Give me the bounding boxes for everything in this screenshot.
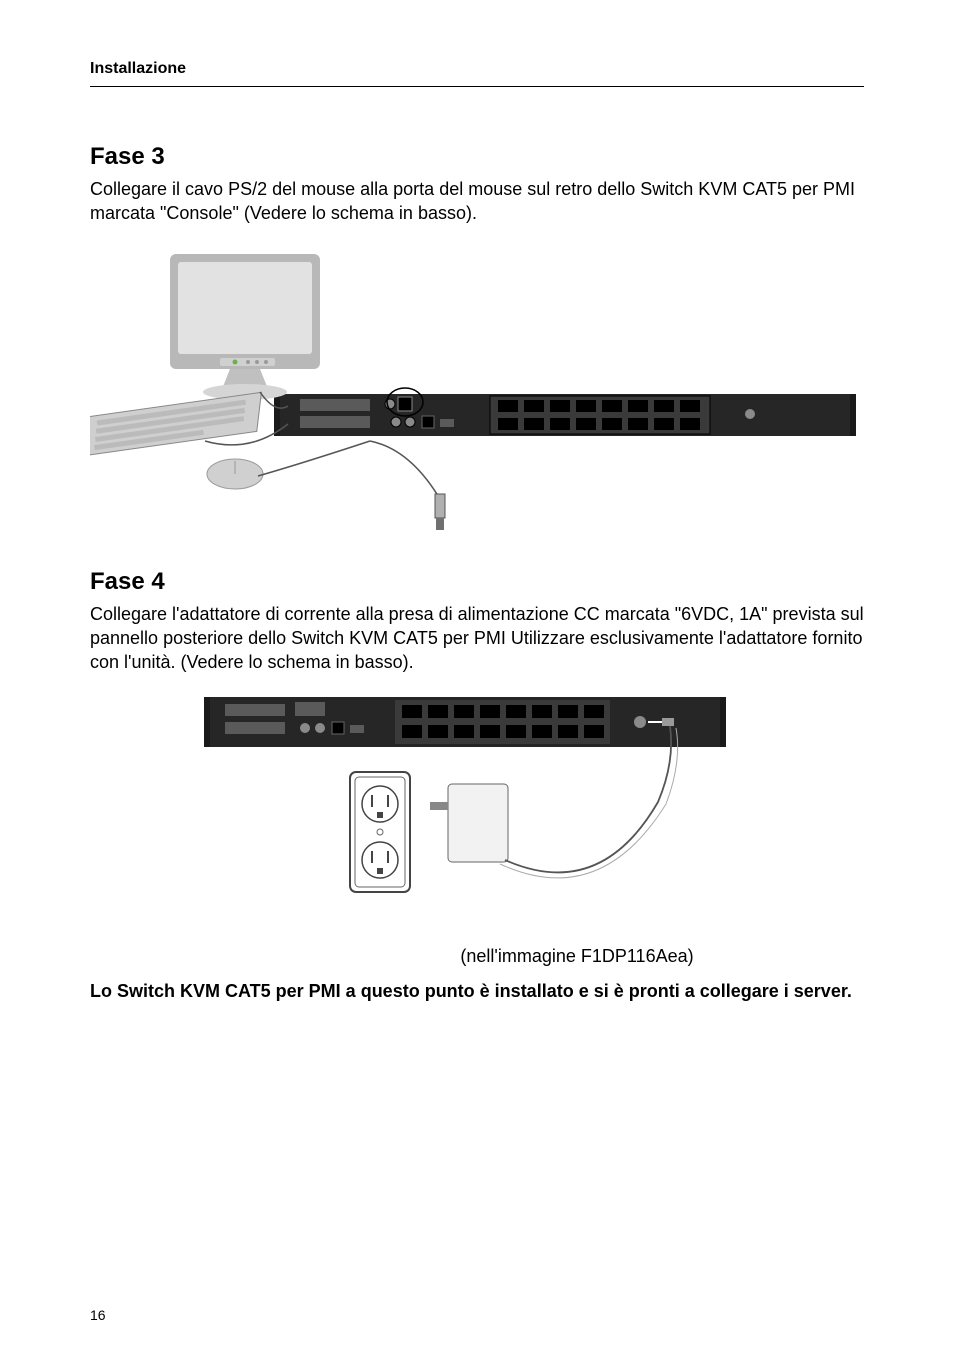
- fase4-diagram: [170, 692, 740, 922]
- page-number: 16: [90, 1307, 106, 1323]
- fase3-figure: [90, 244, 864, 544]
- fase4-body: Collegare l'adattatore di corrente alla …: [90, 602, 864, 675]
- fase4-caption: (nell'immagine F1DP116Aea): [290, 946, 864, 967]
- fase3-diagram: [90, 244, 860, 544]
- header-title: Installazione: [90, 60, 864, 78]
- fase4-conclusion: Lo Switch KVM CAT5 per PMI a questo punt…: [90, 979, 864, 1003]
- fase4-heading: Fase 4: [90, 568, 864, 596]
- fase3-body: Collegare il cavo PS/2 del mouse alla po…: [90, 177, 864, 226]
- fase3-heading: Fase 3: [90, 143, 864, 171]
- header-rule: [90, 86, 864, 87]
- fase4-figure: [170, 692, 864, 922]
